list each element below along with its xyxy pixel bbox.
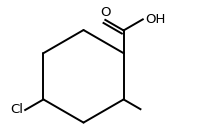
Text: OH: OH — [146, 13, 166, 26]
Text: O: O — [100, 6, 111, 19]
Text: Cl: Cl — [11, 104, 23, 116]
